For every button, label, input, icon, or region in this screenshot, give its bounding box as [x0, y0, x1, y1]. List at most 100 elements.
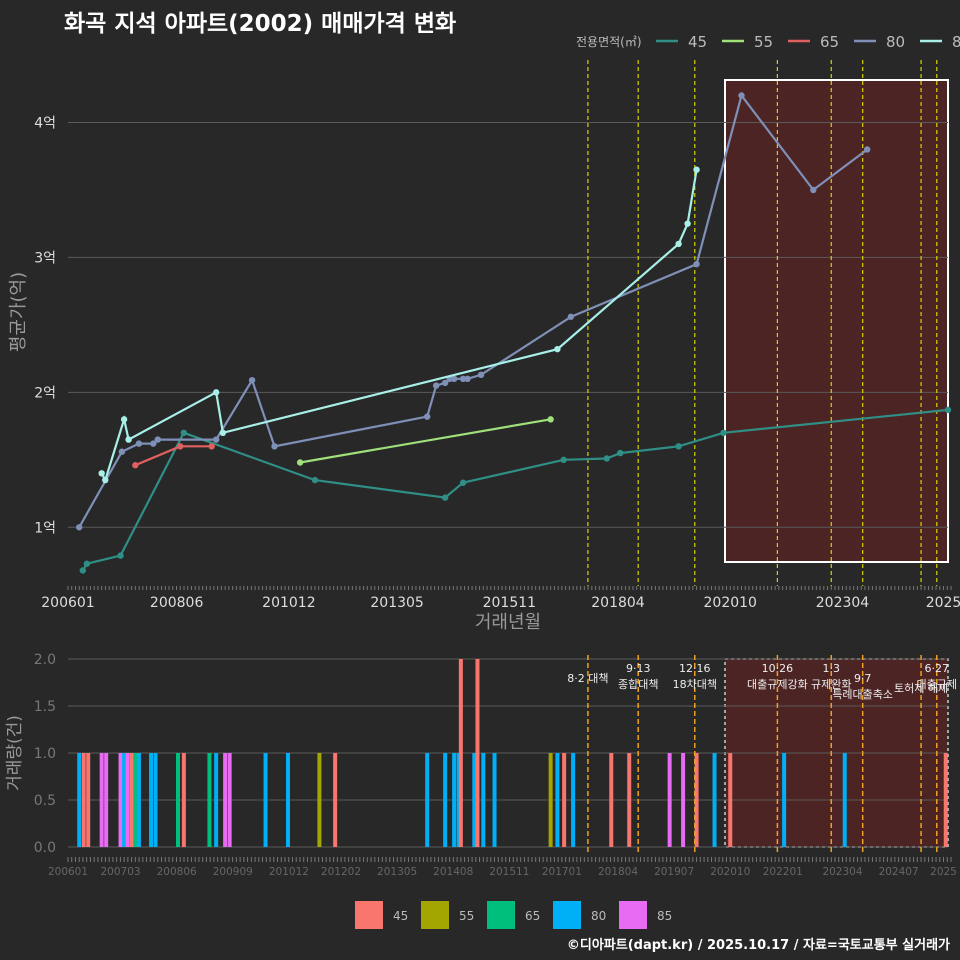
- series-point-65: [208, 443, 215, 450]
- bottom-legend-swatch-80: [553, 901, 581, 929]
- bottom-legend-swatch-85: [619, 901, 647, 929]
- policy-label-text: 규제완화: [811, 678, 851, 691]
- volume-bar-chart: 8·2 대책 9·13 종합대책 12·16 18차대책 10·26 대출규제강화 1·3 규제…: [5, 652, 957, 878]
- volume-bar-80: [555, 753, 560, 847]
- volume-bar-85: [227, 753, 232, 847]
- volume-x-tick-label: 200703: [100, 866, 140, 878]
- legend-label-85: 85: [952, 33, 960, 51]
- volume-policy-lines: [587, 655, 938, 852]
- volume-bar-80: [122, 753, 127, 847]
- series-point-80: [423, 413, 431, 420]
- volume-bar-45: [458, 659, 463, 847]
- volume-bar-45: [627, 753, 632, 847]
- volume-x-tick-label: 201511: [489, 866, 529, 878]
- policy-label-date: 8·2 대책: [567, 672, 608, 685]
- price-x-tick-label: 200806: [150, 595, 204, 611]
- volume-bar-45: [943, 753, 948, 847]
- series-line-85: [100, 169, 698, 483]
- volume-bar-80: [492, 753, 497, 847]
- series-point-45: [83, 560, 91, 567]
- series-point-45: [79, 567, 87, 574]
- bottom-legend: 45 55 65 80 85: [355, 901, 672, 929]
- volume-x-tick-label: 201305: [377, 866, 417, 878]
- volume-bar-45: [86, 753, 91, 847]
- bottom-legend-label-45: 45: [393, 909, 408, 923]
- series-point-85: [684, 220, 691, 227]
- price-x-tick-label: 201804: [591, 595, 645, 611]
- series-point-80: [212, 436, 220, 443]
- volume-bar-65: [207, 753, 212, 847]
- source-footer: ©디아파트(dapt.kr) / 2025.10.17 / 자료=국토교통부 실…: [566, 938, 950, 953]
- volume-x-tick-label: 2025: [930, 866, 957, 878]
- policy-labels: 8·2 대책 9·13 종합대책 12·16 18차대책 10·26 대출규제강화 1·3 규제…: [567, 662, 957, 701]
- legend-label-55: 55: [754, 33, 773, 51]
- volume-y-tick-label: 1.0: [34, 746, 56, 762]
- price-x-tick-label: 202304: [816, 595, 870, 611]
- legend-label-65: 65: [820, 33, 839, 51]
- volume-y-tick-label: 2.0: [34, 652, 56, 668]
- top-legend: 전용면적(㎡) 45 55 65 80 85: [576, 33, 960, 51]
- highlight-region: [724, 79, 949, 563]
- policy-label-date: 6·27: [925, 662, 950, 675]
- series-point-85: [675, 240, 682, 248]
- price-y-tick-label: 1억: [34, 520, 56, 536]
- policy-label-date: 12·16: [679, 662, 711, 675]
- legend-title: 전용면적(㎡): [576, 35, 642, 49]
- price-x-ticks: 200601 200806 201012 201305 201511 201804 2020…: [41, 586, 960, 611]
- volume-bar-80: [456, 753, 461, 847]
- legend-label-45: 45: [688, 33, 707, 51]
- volume-bar-65: [176, 753, 180, 847]
- series-point-45: [675, 443, 682, 450]
- series-point-80: [567, 313, 575, 320]
- series-point-45: [720, 429, 727, 437]
- series-point-80: [810, 186, 817, 194]
- series-point-80: [154, 436, 161, 443]
- series-point-80: [432, 382, 440, 389]
- series-point-80: [76, 524, 83, 531]
- volume-bar-55: [548, 753, 553, 847]
- volume-bar-80: [263, 753, 268, 847]
- series-point-80: [150, 440, 157, 447]
- volume-bar-80: [443, 753, 448, 847]
- volume-bar-45: [609, 753, 614, 847]
- volume-bar-80: [425, 753, 430, 847]
- series-point-85: [102, 476, 109, 484]
- bottom-legend-swatch-55: [421, 901, 449, 929]
- volume-x-tick-label: 202201: [763, 866, 803, 878]
- volume-y-axis-label: 거래량(건): [5, 715, 25, 791]
- series-point-80: [693, 260, 700, 268]
- volume-y-tick-label: 0.0: [34, 840, 56, 856]
- series-point-65: [177, 443, 184, 450]
- volume-bar-85: [667, 753, 672, 847]
- series-point-80: [863, 146, 871, 153]
- volume-bar-65: [133, 753, 138, 847]
- volume-bar-45: [728, 753, 733, 847]
- volume-bars: [77, 659, 948, 847]
- volume-x-tick-label: 200806: [157, 866, 197, 878]
- policy-label-text: 18차대책: [673, 678, 717, 691]
- series-point-85: [554, 345, 561, 353]
- series-line-65: [134, 445, 212, 467]
- volume-x-tick-label: 202407: [879, 866, 919, 878]
- volume-bar-85: [223, 753, 228, 847]
- volume-x-tick-label: 202010: [710, 866, 750, 878]
- policy-label-text: 대출규제: [917, 678, 957, 691]
- series-point-45: [560, 456, 567, 464]
- series-point-85: [120, 416, 128, 423]
- price-x-tick-label: 200601: [41, 595, 94, 611]
- volume-bar-80: [77, 753, 82, 847]
- series-point-85: [98, 470, 105, 477]
- series-point-80: [271, 443, 278, 450]
- volume-bar-55: [317, 753, 322, 847]
- volume-bar-45: [694, 753, 699, 847]
- volume-bar-80: [712, 753, 717, 847]
- series-point-80: [450, 375, 458, 383]
- series-point-45: [311, 476, 319, 484]
- series-point-45: [441, 494, 449, 501]
- volume-bar-80: [571, 753, 576, 847]
- policy-label-date: 9·13: [626, 662, 651, 675]
- series-point-80: [441, 379, 449, 387]
- volume-y-tick-label: 0.5: [34, 793, 56, 809]
- bottom-legend-label-65: 65: [525, 909, 540, 923]
- volume-bar-45: [562, 753, 567, 847]
